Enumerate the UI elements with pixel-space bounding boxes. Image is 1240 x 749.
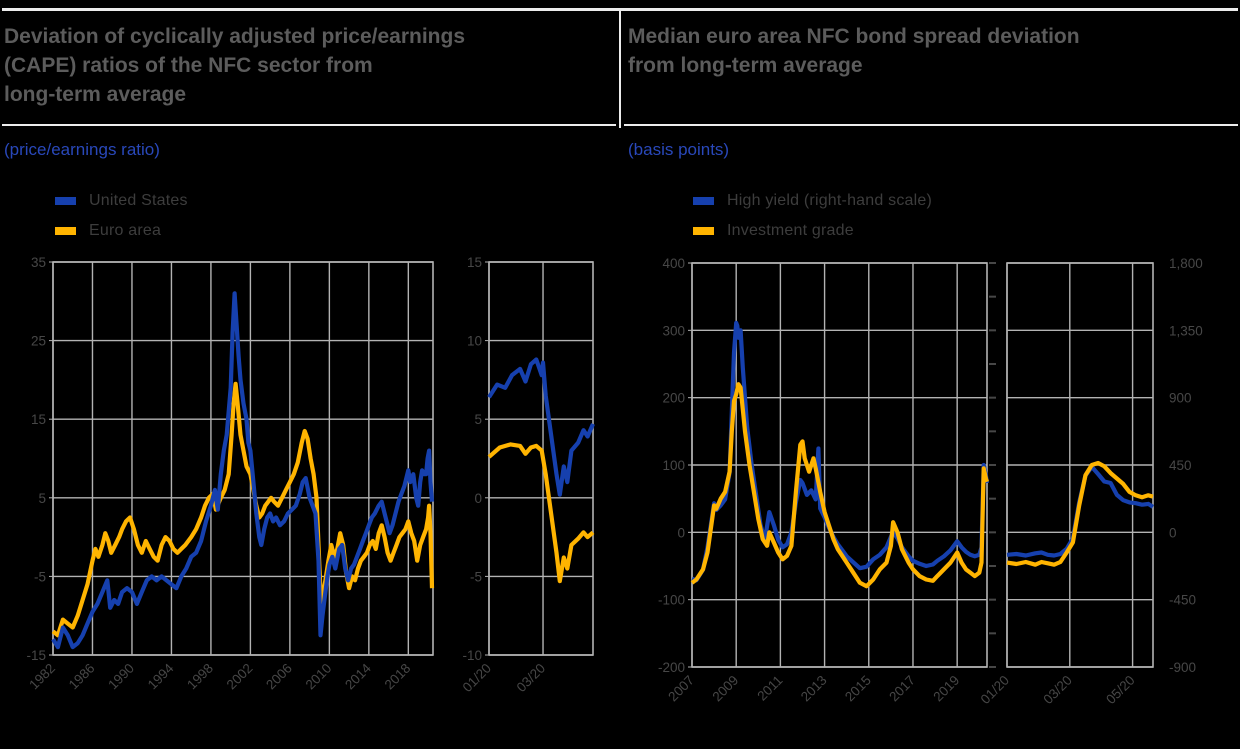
x-axis-tick-label: 01/20: [460, 661, 495, 696]
x-axis-tick-label: 05/20: [1103, 673, 1138, 708]
legend-item-united-states: United States: [55, 186, 188, 216]
x-axis-tick-label: 1990: [105, 661, 137, 693]
x-axis-tick-label: 2014: [342, 660, 374, 692]
legend-label: United States: [89, 192, 188, 209]
right-axis-tick-label: 1,350: [1169, 323, 1203, 338]
x-axis-tick-label: 1982: [26, 661, 58, 693]
y-axis-tick-label: 100: [662, 458, 685, 473]
plot-border: [1006, 262, 1154, 668]
y-axis-tick-label: 35: [31, 255, 46, 270]
right-axis-tick-label: 900: [1169, 391, 1192, 406]
united-states-swatch: [55, 197, 76, 205]
right-inset-chart: 1,800 1,350 900 450 0 -450 -900 01/20 03/20 05/20: [978, 256, 1203, 707]
right-title-rule: [624, 124, 1238, 126]
x-axis-tick-label: 2006: [263, 661, 295, 693]
y-axis-tick-label: -5: [34, 569, 46, 584]
right-panel-unit-subtitle: (basis points): [628, 140, 730, 159]
legend-label: High yield (right-hand scale): [727, 192, 933, 209]
panel-divider: [619, 11, 621, 128]
y-axis-tick-label: -5: [470, 569, 482, 584]
euro-area-swatch: [55, 227, 76, 235]
y-axis-tick-label: 10: [467, 334, 482, 349]
y-axis-tick-label: 0: [677, 525, 685, 540]
top-rule: [2, 8, 1238, 11]
y-axis-tick-label: 0: [474, 491, 482, 506]
plot-border: [52, 261, 434, 656]
legend-item-investment-grade: Investment grade: [693, 216, 932, 246]
x-axis-tick-label: 2019: [930, 673, 962, 705]
x-axis-tick-label: 2011: [754, 673, 785, 704]
x-axis-tick-label: 01/20: [978, 673, 1013, 708]
y-axis-tick-label: -200: [658, 660, 685, 675]
euro-area-series-line: [487, 442, 595, 584]
x-axis-tick-label: 2018: [382, 661, 414, 693]
legend-label: Investment grade: [727, 222, 854, 239]
x-axis-tick-label: 2013: [798, 673, 830, 705]
x-axis-tick-label: 2017: [886, 673, 918, 705]
y-axis-tick-label: 400: [662, 256, 685, 271]
y-axis-tick-label: -10: [462, 648, 482, 663]
right-axis-tick-label: 0: [1169, 525, 1177, 540]
left-title-rule: [2, 124, 616, 126]
legend-item-high-yield: High yield (right-hand scale): [693, 186, 932, 216]
x-axis-tick-label: 2010: [303, 661, 335, 693]
investment-grade-series-line: [690, 382, 989, 589]
legend-label: Euro area: [89, 222, 162, 239]
right-axis-tick-label: 1,800: [1169, 256, 1203, 271]
y-axis-tick-label: 300: [662, 323, 685, 338]
y-axis-tick-label: 25: [31, 334, 46, 349]
y-axis-tick-label: -15: [26, 648, 46, 663]
x-axis-tick-label: 03/20: [514, 661, 549, 696]
y-axis-tick-label: 5: [38, 491, 46, 506]
legend-item-euro-area: Euro area: [55, 216, 188, 246]
united-states-series-line: [487, 357, 595, 497]
investment-grade-series-line: [1006, 460, 1154, 567]
y-axis-tick-label: 200: [662, 391, 685, 406]
y-axis-tick-label: -100: [658, 593, 685, 608]
plot-border: [488, 261, 594, 656]
x-axis-tick-label: 2002: [224, 661, 256, 693]
x-axis-tick-label: 2007: [665, 673, 697, 705]
high-yield-right-hand-scale-series-line: [691, 320, 990, 583]
right-axis-tick-label: 450: [1169, 458, 1192, 473]
x-axis-tick-label: 1994: [145, 660, 177, 692]
x-axis-tick-label: 2015: [842, 673, 874, 705]
y-axis-tick-label: 15: [467, 255, 482, 270]
left-panel-unit-subtitle: (price/earnings ratio): [4, 140, 160, 159]
x-axis-tick-label: 1986: [66, 661, 98, 693]
united-states-series-line: [51, 291, 435, 650]
right-panel-title: Median euro area NFC bond spread deviati…: [628, 25, 1080, 77]
y-axis-tick-label: 5: [474, 412, 482, 427]
right-axis-tick-label: -450: [1169, 593, 1196, 608]
y-axis-tick-label: 15: [31, 412, 46, 427]
high-yield-swatch: [693, 197, 714, 205]
right-panel-legend: High yield (right-hand scale) Investment…: [693, 186, 932, 246]
investment-grade-swatch: [693, 227, 714, 235]
right-axis-tick-label: -900: [1169, 660, 1196, 675]
euro-area-series-line: [51, 381, 435, 638]
left-panel-title: Deviation of cyclically adjusted price/e…: [4, 25, 465, 106]
left-panel-legend: United States Euro area: [55, 186, 188, 246]
x-axis-tick-label: 2009: [709, 673, 741, 705]
x-axis-tick-label: 1998: [184, 661, 216, 693]
x-axis-tick-label: 03/20: [1040, 673, 1075, 708]
